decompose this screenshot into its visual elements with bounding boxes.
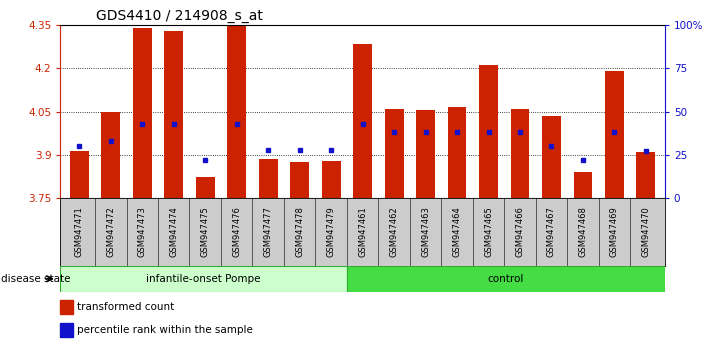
Bar xyxy=(605,71,624,198)
Bar xyxy=(102,112,120,198)
Bar xyxy=(385,109,404,198)
Bar xyxy=(259,159,277,198)
Text: infantile-onset Pompe: infantile-onset Pompe xyxy=(146,274,261,284)
Bar xyxy=(353,44,372,198)
Text: GSM947477: GSM947477 xyxy=(264,206,273,257)
Text: GSM947464: GSM947464 xyxy=(452,206,461,257)
Bar xyxy=(60,266,347,292)
Bar xyxy=(510,109,530,198)
Text: GDS4410 / 214908_s_at: GDS4410 / 214908_s_at xyxy=(96,9,263,23)
Text: GSM947472: GSM947472 xyxy=(107,206,115,257)
Bar xyxy=(228,23,246,198)
Text: GSM947462: GSM947462 xyxy=(390,206,399,257)
Bar xyxy=(542,116,561,198)
Text: GSM947479: GSM947479 xyxy=(326,206,336,257)
Bar xyxy=(479,65,498,198)
Text: GSM947463: GSM947463 xyxy=(421,206,430,257)
Bar xyxy=(636,152,656,198)
Text: GSM947466: GSM947466 xyxy=(515,206,525,257)
Text: GSM947475: GSM947475 xyxy=(201,206,210,257)
Text: GSM947471: GSM947471 xyxy=(75,206,84,257)
Bar xyxy=(60,300,73,314)
Bar xyxy=(574,172,592,198)
Text: GSM947473: GSM947473 xyxy=(138,206,146,257)
Text: GSM947476: GSM947476 xyxy=(232,206,241,257)
Bar xyxy=(321,161,341,198)
Bar xyxy=(70,150,89,198)
Text: GSM947469: GSM947469 xyxy=(610,206,619,257)
Text: GSM947461: GSM947461 xyxy=(358,206,367,257)
Bar xyxy=(196,177,215,198)
Bar xyxy=(347,266,665,292)
Text: GSM947465: GSM947465 xyxy=(484,206,493,257)
Bar xyxy=(164,30,183,198)
Bar xyxy=(60,323,73,337)
Text: GSM947474: GSM947474 xyxy=(169,206,178,257)
Text: percentile rank within the sample: percentile rank within the sample xyxy=(77,325,253,335)
Bar xyxy=(448,107,466,198)
Text: GSM947468: GSM947468 xyxy=(579,206,587,257)
Text: GSM947467: GSM947467 xyxy=(547,206,556,257)
Bar xyxy=(290,162,309,198)
Text: GSM947478: GSM947478 xyxy=(295,206,304,257)
Text: disease state: disease state xyxy=(1,274,70,284)
Bar xyxy=(416,110,435,198)
Bar xyxy=(133,28,151,198)
Text: control: control xyxy=(488,274,524,284)
Text: transformed count: transformed count xyxy=(77,302,174,312)
Text: GSM947470: GSM947470 xyxy=(641,206,651,257)
